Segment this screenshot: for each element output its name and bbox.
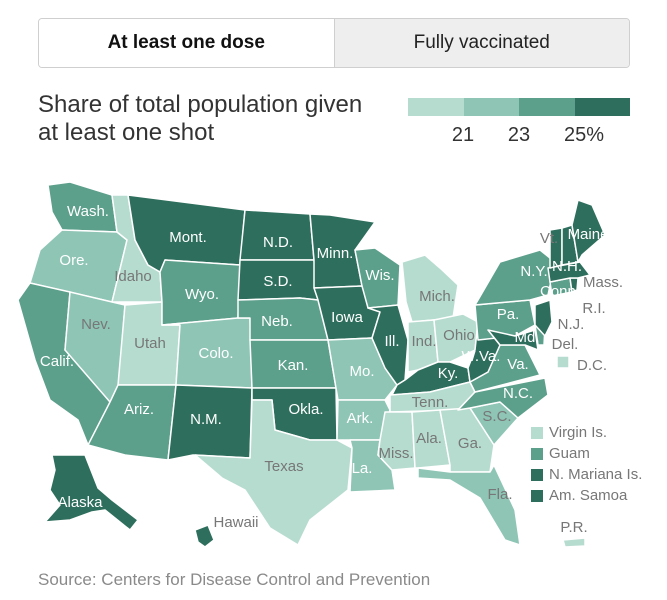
label-wv: W.Va. [462,348,501,365]
state-ak[interactable] [44,454,139,531]
label-tx: Texas [264,458,303,475]
source-note: Source: Centers for Disease Control and … [38,570,431,589]
label-ak: Alaska [57,494,103,511]
state-me[interactable] [571,199,606,263]
label-sd: S.D. [263,273,292,290]
color-legend [408,98,630,116]
label-nv: Nev. [81,316,111,333]
label-ks: Kan. [278,357,309,374]
label-ca: Calif. [40,353,74,370]
legend-swatch-4 [574,98,630,116]
dose-toggle: At least one dose Fully vaccinated [38,18,630,68]
label-id: Idaho [114,268,152,285]
state-hi[interactable] [194,524,215,548]
label-ky: Ky. [438,365,459,382]
label-va: Va. [507,356,528,373]
label-ia: Iowa [331,309,363,326]
label-al: Ala. [416,430,442,447]
label-mo: Mo. [349,363,374,380]
legend-tick-25: 25% [563,124,605,146]
state-dc[interactable] [556,355,570,369]
tab-fully-vaccinated[interactable]: Fully vaccinated [333,19,629,67]
state-md[interactable] [487,329,539,351]
state-nj[interactable] [534,299,553,337]
territory-label-guam: Guam [549,445,590,462]
territory-label-virgin-islands: Virgin Is. [549,424,608,441]
us-state-map: Wash. Ore. Calif. Idaho Nev. Mont. Wyo. … [17,181,623,548]
state-al[interactable] [411,409,451,469]
territory-swatch-virgin-islands [531,427,543,439]
label-nc: N.C. [503,385,533,402]
label-me: Maine [568,226,609,243]
label-la: La. [352,460,373,477]
label-hi: Hawaii [213,514,258,531]
label-vt: Vt. [540,230,558,247]
label-or: Ore. [59,252,88,269]
label-wa: Wash. [67,203,109,220]
tab-at-least-one-dose[interactable]: At least one dose [39,19,334,67]
label-ri: R.I. [582,300,605,317]
label-ne: Neb. [261,313,293,330]
legend-swatch-1 [408,98,464,116]
label-nd: N.D. [263,234,293,251]
territory-swatch-am-samoa [531,490,543,502]
label-nj: N.J. [558,316,585,333]
state-pr[interactable] [562,537,586,548]
legend-tick-21: 21 [451,124,475,146]
label-nm: N.M. [190,411,222,428]
label-fl: Fla. [487,486,512,503]
label-ms: Miss. [379,445,414,462]
label-sc: S.C. [482,408,511,425]
label-wy: Wyo. [185,286,219,303]
label-md: Md. [514,329,539,346]
label-dc: D.C. [577,357,607,374]
label-mn: Minn. [317,245,354,262]
label-wi: Wis. [365,267,394,284]
label-ga: Ga. [458,435,482,452]
label-mi: Mich. [419,288,455,305]
label-pa: Pa. [497,306,520,323]
label-ut: Utah [134,335,166,352]
label-ar: Ark. [347,410,374,427]
label-co: Colo. [198,345,233,362]
label-ct: Conn. [540,283,580,300]
label-mt: Mont. [169,229,207,246]
state-tx[interactable] [194,399,353,546]
label-pr: P.R. [560,519,587,536]
state-ma[interactable] [547,261,591,283]
label-il: Ill. [385,333,400,350]
label-de: Del. [552,336,579,353]
territory-swatch-guam [531,448,543,460]
legend-tick-23: 23 [507,124,531,146]
territory-label-n-mariana-islands: N. Mariana Is. [549,466,643,483]
label-tn: Tenn. [412,394,449,411]
label-ny: N.Y. [520,263,547,280]
label-ok: Okla. [288,401,323,418]
map-title: Share of total population given at least… [38,91,363,146]
territory-label-am-samoa: Am. Samoa [549,487,628,504]
label-oh: Ohio [443,327,475,344]
label-ma: Mass. [583,274,623,291]
label-nh: N.H. [552,258,582,275]
state-fl[interactable] [417,464,521,546]
state-mi[interactable] [401,254,459,323]
legend-swatch-2 [463,98,519,116]
label-in: Ind. [411,333,436,350]
label-az: Ariz. [124,401,154,418]
territory-swatch-n-mariana-islands [531,469,543,481]
legend-swatch-3 [519,98,575,116]
